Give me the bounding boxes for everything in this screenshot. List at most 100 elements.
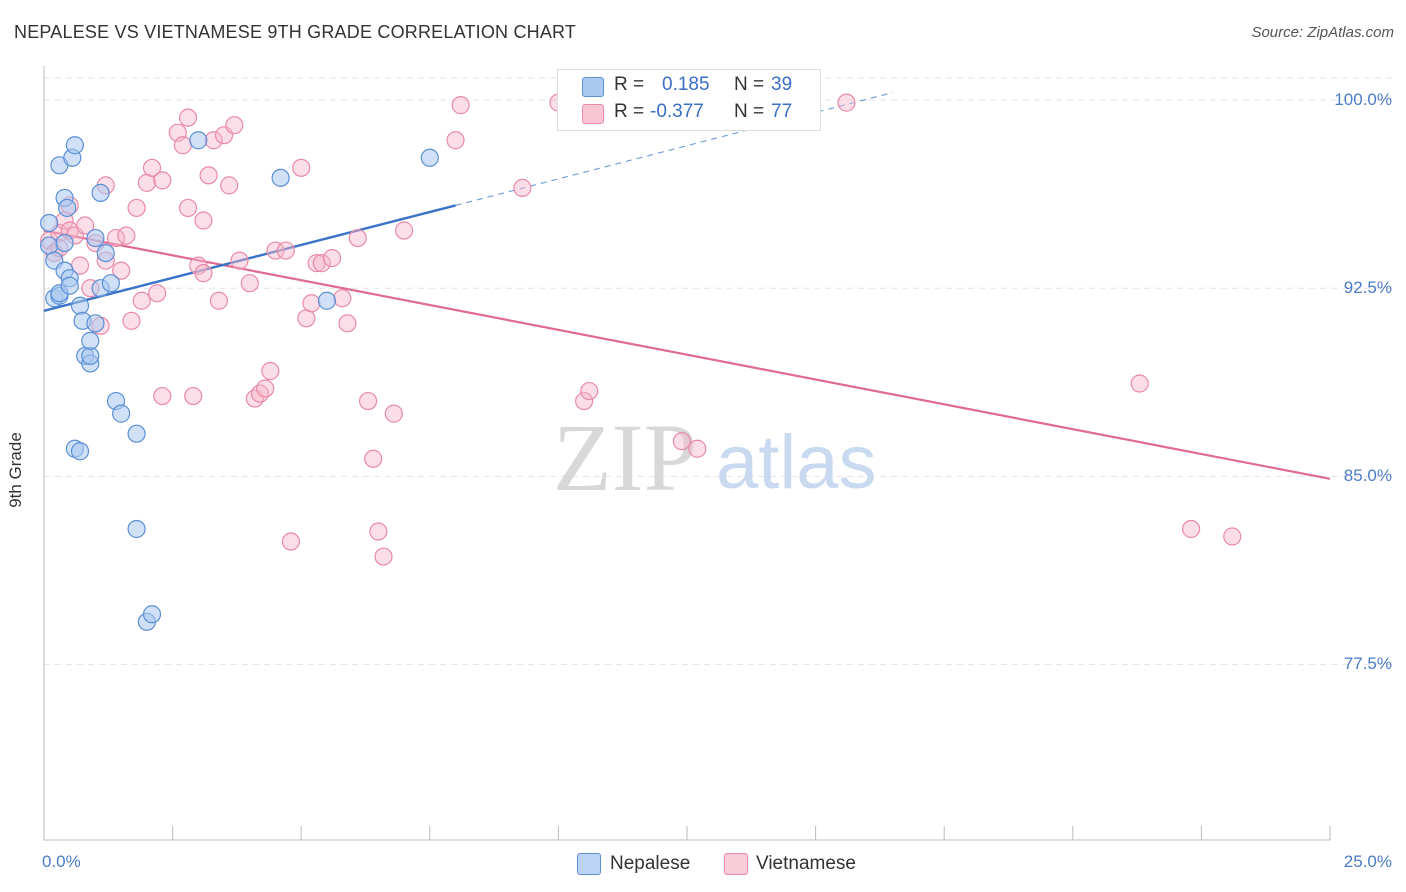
vietnamese-point xyxy=(256,379,275,398)
nepalese-point xyxy=(420,148,439,167)
nepalese-point xyxy=(55,233,74,253)
vietnamese-point xyxy=(209,291,228,310)
stats-legend: R = 0.185 N = 39 R = -0.377 N = 77 xyxy=(557,69,821,131)
vietnamese-point xyxy=(276,241,295,260)
axes xyxy=(43,66,1331,841)
vietnamese-point xyxy=(374,547,393,566)
vietnamese-point xyxy=(137,173,156,192)
nepalese-swatch xyxy=(582,77,604,97)
vietnamese-point xyxy=(173,136,192,155)
r-label: R = xyxy=(614,101,645,122)
vietnamese-point xyxy=(1130,374,1149,393)
nepalese-legend-label: Nepalese xyxy=(610,853,691,874)
vietnamese-point xyxy=(225,116,244,135)
r-value: -0.377 xyxy=(650,101,704,122)
vietnamese-point xyxy=(688,439,707,458)
vietnamese-point xyxy=(513,178,532,197)
vietnamese-point xyxy=(220,176,239,195)
vietnamese-point xyxy=(672,432,691,451)
vietnamese-point xyxy=(117,226,136,245)
nepalese-point xyxy=(86,228,105,248)
r-label: R = xyxy=(614,74,645,95)
vietnamese-point xyxy=(266,241,285,260)
nepalese-point xyxy=(58,198,77,218)
n-label: N = xyxy=(734,101,765,122)
n-value: 39 xyxy=(771,74,793,95)
vietnamese-point xyxy=(142,158,162,177)
nepalese-point xyxy=(91,183,110,202)
vietnamese-trend-line xyxy=(43,229,1331,480)
y-tick-label: 92.5% xyxy=(1343,278,1392,298)
vietnamese-point xyxy=(451,96,470,115)
y-tick-label: 85.0% xyxy=(1343,466,1392,486)
vietnamese-point xyxy=(153,171,172,190)
vietnamese-point xyxy=(297,309,316,328)
x-tick-max: 25.0% xyxy=(1343,852,1392,871)
r-value: 0.185 xyxy=(662,74,710,95)
vietnamese-point xyxy=(384,404,403,423)
vietnamese-point xyxy=(369,522,388,541)
legend-row-nepalese: R = 0.185 N = 39 xyxy=(558,74,820,100)
chart-title: NEPALESE VS VIETNAMESE 9TH GRADE CORRELA… xyxy=(14,22,577,42)
y-tick-label: 77.5% xyxy=(1343,654,1392,674)
nepalese-point xyxy=(127,424,146,443)
nepalese-point xyxy=(317,291,337,310)
vietnamese-point xyxy=(261,361,280,381)
nepalese-point xyxy=(101,274,120,293)
nepalese-point xyxy=(271,168,290,187)
vietnamese-point xyxy=(322,249,342,268)
vietnamese-point xyxy=(112,261,131,280)
vietnamese-point xyxy=(132,291,151,310)
vietnamese-point xyxy=(575,391,594,411)
gridlines xyxy=(44,77,1392,665)
vietnamese-swatch xyxy=(582,104,604,124)
vietnamese-point xyxy=(358,391,378,411)
vietnamese-point xyxy=(153,386,172,406)
legend-row-vietnamese: R = -0.377 N = 77 xyxy=(558,101,820,127)
source-label: Source: ZipAtlas.com xyxy=(1251,24,1394,41)
x-tick-min: 0.0% xyxy=(42,852,81,871)
n-value: 77 xyxy=(771,101,793,122)
y-tick-label: 100.0% xyxy=(1334,90,1392,110)
vietnamese-point xyxy=(199,166,218,185)
nepalese-point xyxy=(60,276,79,295)
watermark-zip: ZIP xyxy=(553,404,697,511)
nepalese-legend-swatch xyxy=(577,853,601,875)
vietnamese-point xyxy=(1182,519,1201,539)
vietnamese-legend-label: Vietnamese xyxy=(756,853,856,874)
nepalese-point xyxy=(189,131,208,150)
vietnamese-point xyxy=(302,294,321,313)
vietnamese-point xyxy=(394,221,414,240)
nepalese-point xyxy=(40,236,59,255)
nepalese-point xyxy=(70,442,90,461)
vietnamese-point xyxy=(194,264,213,283)
nepalese-point xyxy=(112,404,131,423)
vietnamese-point xyxy=(178,108,198,127)
vietnamese-point xyxy=(348,228,367,248)
vietnamese-point xyxy=(184,386,203,406)
vietnamese-point xyxy=(178,198,198,218)
vietnamese-point xyxy=(127,198,146,218)
nepalese-point xyxy=(65,136,84,155)
n-label: N = xyxy=(734,74,765,95)
nepalese-point xyxy=(40,213,59,233)
vietnamese-point xyxy=(76,216,95,235)
nepalese-point xyxy=(96,243,115,263)
vietnamese-point xyxy=(240,274,259,293)
vietnamese-point xyxy=(122,311,141,330)
vietnamese-point xyxy=(292,158,311,177)
vietnamese-point xyxy=(312,254,331,273)
vietnamese-point xyxy=(338,314,357,333)
watermark-atlas: atlas xyxy=(716,420,877,505)
nepalese-trend-line xyxy=(43,204,456,312)
vietnamese-point xyxy=(333,289,352,308)
vietnamese-point xyxy=(446,131,465,150)
vietnamese-point xyxy=(230,251,249,270)
nepalese-point xyxy=(86,314,105,333)
nepalese-point xyxy=(127,519,146,539)
vietnamese-point xyxy=(364,449,383,468)
vietnamese-point xyxy=(1223,527,1242,546)
vietnamese-point xyxy=(837,93,856,112)
nepalese-points xyxy=(40,131,439,631)
